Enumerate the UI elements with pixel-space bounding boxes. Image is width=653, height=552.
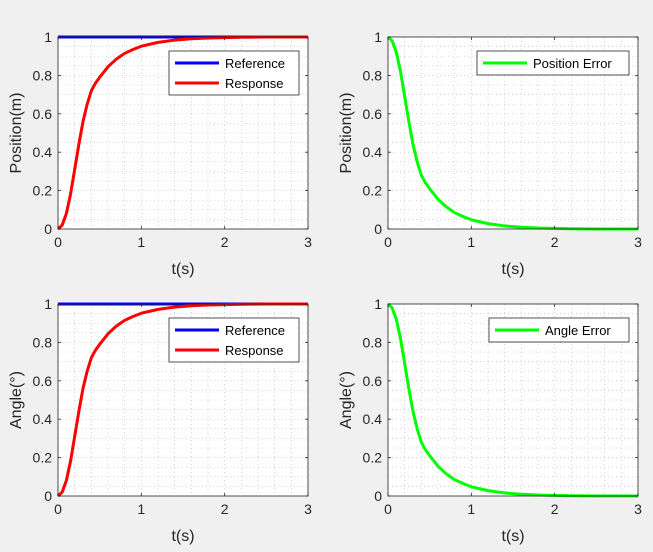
legend-label-response: Response <box>225 76 284 91</box>
y-axis-label: Position(m) <box>338 93 355 174</box>
y-tick-label: 0.6 <box>363 106 383 122</box>
y-tick-label: 0.2 <box>33 450 53 466</box>
x-tick-label: 0 <box>384 501 392 517</box>
legend-box <box>168 317 300 363</box>
chart-angle-error: 0 1 2 3 0 0.2 0.4 0.6 0.8 1 t(s) Angle(°) Angle Erro… <box>338 296 642 545</box>
y-axis-label: Position(m) <box>8 93 25 174</box>
y-tick-label: 0.4 <box>363 411 383 427</box>
x-axis-label: t(s) <box>171 528 194 545</box>
legend-label-reference: Reference <box>225 323 285 338</box>
y-tick-label: 0.8 <box>363 67 383 83</box>
chart-position-error: 0 1 2 3 0 0.2 0.4 0.6 0.8 1 t(s) Position(m) Positio… <box>338 29 642 278</box>
axes-box <box>57 303 309 497</box>
chart-angle-response: 0 1 2 300.20.40.60.81t(s)Angle(°)ReferenceR… <box>8 296 312 545</box>
series-line-response <box>56 302 308 498</box>
axes-box <box>387 303 639 497</box>
x-tick-label: 1 <box>467 234 475 250</box>
x-tick-label: 2 <box>221 501 229 517</box>
legend-label-position-error: Position Error <box>533 56 612 71</box>
y-tick-label: 0.2 <box>363 450 383 466</box>
legend-box <box>168 50 300 96</box>
x-tick-label: 2 <box>221 234 229 250</box>
y-tick-label: 0 <box>374 488 382 504</box>
y-axis-label: Angle(°) <box>8 371 25 429</box>
x-tick-label: 3 <box>634 501 642 517</box>
x-tick-label: 1 <box>137 234 145 250</box>
y-tick-label: 0.4 <box>33 411 53 427</box>
x-tick-label: 0 <box>54 234 62 250</box>
y-axis-label: Angle(°) <box>338 371 355 429</box>
x-axis-label: t(s) <box>501 528 524 545</box>
legend-label-angle-error: Angle Error <box>545 323 611 338</box>
y-tick-label: 0 <box>374 221 382 237</box>
y-tick-label: 0.8 <box>33 67 53 83</box>
x-tick-label: 3 <box>304 501 312 517</box>
y-tick-label: 1 <box>374 296 382 312</box>
series-line-angle-error <box>386 302 638 498</box>
y-tick-label: 0.6 <box>33 373 53 389</box>
legend-label-response: Response <box>225 343 284 358</box>
y-tick-label: 0 <box>44 488 52 504</box>
x-tick-label: 1 <box>137 501 145 517</box>
x-tick-label: 3 <box>304 234 312 250</box>
y-tick-label: 0.2 <box>33 183 53 199</box>
x-tick-label: 2 <box>551 501 559 517</box>
x-tick-label: 2 <box>551 234 559 250</box>
x-axis-label: t(s) <box>171 261 194 278</box>
legend: Position Error <box>476 50 630 76</box>
y-tick-label: 1 <box>44 29 52 45</box>
y-tick-label: 0.8 <box>33 334 53 350</box>
chart-position-response: 0 1 2 3 0 0.2 0.4 0.6 0.8 1 t(s) Position(m) Referen… <box>8 29 312 278</box>
legend-label-reference: Reference <box>225 56 285 71</box>
y-tick-label: 1 <box>44 296 52 312</box>
x-tick-label: 0 <box>54 501 62 517</box>
x-tick-label: 3 <box>634 234 642 250</box>
y-tick-label: 0.6 <box>363 373 383 389</box>
legend: Reference Response <box>168 50 300 96</box>
series-line-response <box>56 35 308 231</box>
x-tick-label: 0 <box>384 234 392 250</box>
y-tick-label: 0 <box>44 221 52 237</box>
y-tick-label: 0.6 <box>33 106 53 122</box>
y-tick-label: 0.4 <box>33 144 53 160</box>
axes-box <box>57 36 309 230</box>
axes-box <box>387 36 639 230</box>
y-tick-label: 0.2 <box>363 183 383 199</box>
x-axis-label: t(s) <box>501 261 524 278</box>
legend: Reference Response <box>168 317 300 363</box>
x-tick-label: 1 <box>467 501 475 517</box>
y-tick-label: 0.4 <box>363 144 383 160</box>
series-line-position-error <box>386 35 638 231</box>
y-tick-label: 1 <box>374 29 382 45</box>
legend: Angle Error <box>488 317 630 343</box>
y-tick-label: 0.8 <box>363 334 383 350</box>
